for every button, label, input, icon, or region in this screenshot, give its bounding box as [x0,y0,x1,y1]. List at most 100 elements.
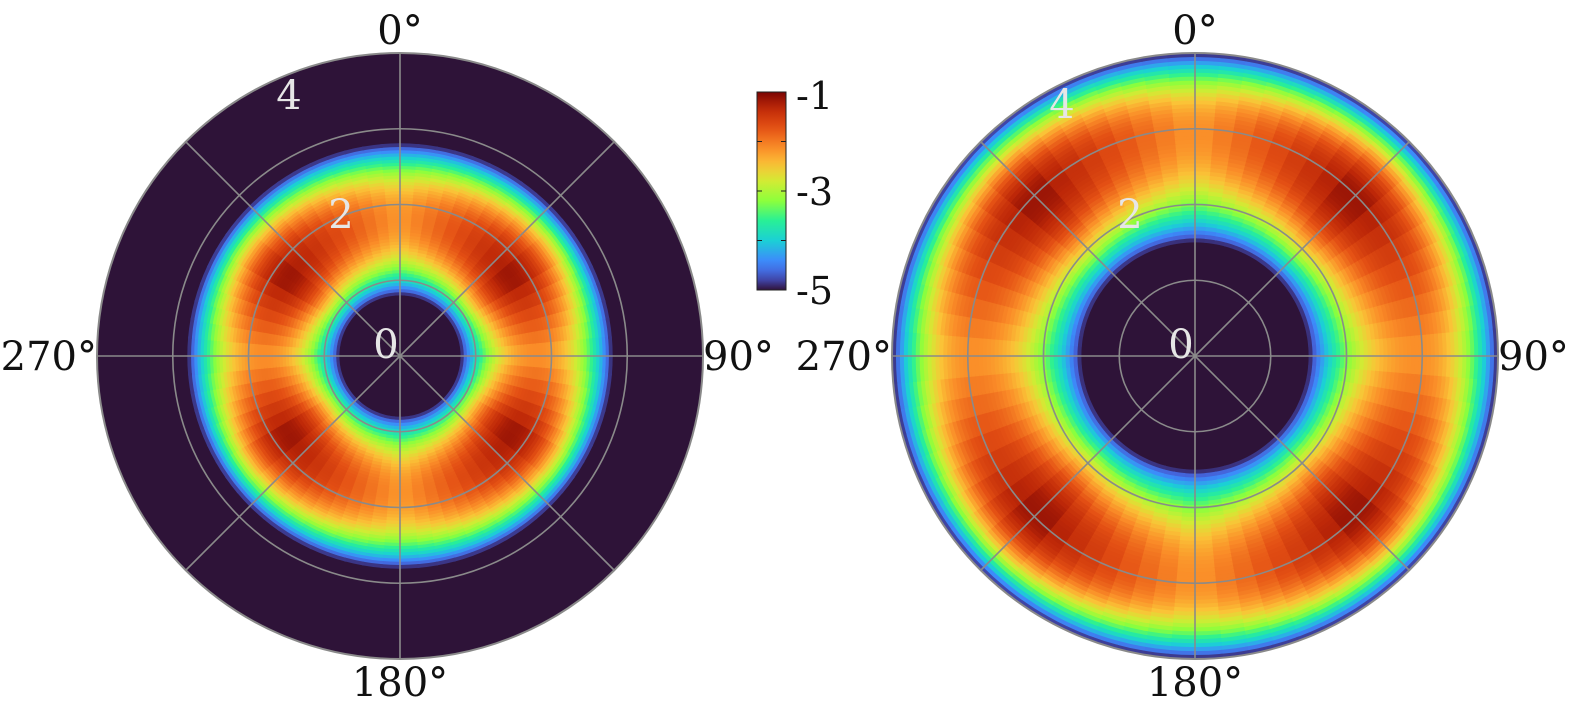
heatmap-cell [548,411,559,429]
heatmap-cell [331,449,344,459]
heatmap-cell [1251,192,1270,204]
heatmap-cell [557,242,572,261]
heatmap-cell [1088,427,1100,441]
heatmap-cell [1249,501,1266,512]
heatmap-cell [513,375,520,388]
heatmap-cell [1361,309,1370,327]
heatmap-cell [1224,522,1242,531]
heatmap-cell [295,198,313,212]
heatmap-cell [322,375,329,384]
heatmap-cell [246,481,262,499]
heatmap-cell [1342,314,1351,331]
heatmap-cell [1242,169,1262,180]
heatmap-cell [329,266,341,277]
heatmap-cell [362,251,374,258]
heatmap-cell [1313,463,1329,480]
heatmap-cell [477,287,487,299]
heatmap-cell [1161,473,1175,481]
heatmap-cell [445,479,460,488]
heatmap-cell [366,475,380,482]
heatmap-cell [526,264,539,280]
heatmap-cell [1264,229,1280,241]
heatmap-cell [325,510,343,521]
heatmap-cell [1108,438,1120,450]
heatmap-cell [372,295,380,302]
heatmap-cell [1354,383,1363,401]
heatmap-cell [1042,408,1054,426]
heatmap-cell [333,431,344,441]
heatmap-cell [527,390,536,405]
heatmap-cell [1358,416,1370,436]
heatmap-cell [368,236,381,243]
heatmap-cell [386,212,401,218]
heatmap-cell [434,149,456,158]
heatmap-cell [295,530,316,544]
heatmap-cell [424,211,439,219]
heatmap-cell [1101,512,1120,525]
heatmap-cell [364,413,373,421]
heatmap-cell [1035,411,1046,429]
heatmap-cell [319,522,339,533]
heatmap-cell [580,305,588,325]
heatmap-cell [1380,388,1390,408]
heatmap-cell [348,426,358,434]
heatmap-cell [294,414,305,427]
heatmap-cell [493,287,503,300]
heatmap-cell [350,456,363,465]
heatmap-cell [1272,259,1285,271]
heatmap-cell [1339,251,1353,269]
heatmap-cell [1098,266,1110,279]
heatmap-cell [344,202,361,211]
heatmap-cell [1267,435,1279,447]
heatmap-cell [399,454,410,459]
heatmap-cell [1115,464,1129,476]
heatmap-cell [1351,280,1362,298]
heatmap-cell [428,186,446,195]
heatmap-cell [461,179,481,190]
heatmap-cell [293,327,299,339]
heatmap-cell [270,236,285,251]
heatmap-cell [360,297,369,304]
heatmap-cell [1122,246,1135,257]
heatmap-cell [298,299,307,311]
heatmap-cell [326,456,339,467]
heatmap-cell [524,227,540,243]
heatmap-cell [1257,243,1271,254]
heatmap-cell [322,239,336,250]
heatmap-cell [435,274,446,282]
heatmap-cell [1264,252,1277,264]
heatmap-cell [292,403,302,416]
heatmap-cell [293,195,311,209]
heatmap-cell [1024,310,1033,328]
heatmap-cell [236,489,254,508]
heatmap-cell [262,489,279,506]
heatmap-cell [1055,227,1071,244]
heatmap-cell [1076,290,1087,304]
heatmap-cell [1338,231,1354,249]
heatmap-cell [1058,447,1073,464]
heatmap-cell [305,281,316,293]
heatmap-cell [464,287,474,298]
heatmap-cell [289,190,308,204]
heatmap-cell [381,152,402,158]
heatmap-cell [476,514,495,527]
heatmap-cell [537,458,552,476]
heatmap-cell [335,428,346,438]
heatmap-cell [322,462,336,473]
heatmap-cell [479,462,493,474]
heatmap-cell [415,166,435,173]
heatmap-cell [1042,394,1052,411]
heatmap-cell [253,197,271,214]
heatmap-cell [293,458,307,472]
heatmap-cell [546,381,554,398]
heatmap-cell [1340,268,1353,286]
heatmap-cell [346,275,356,284]
heatmap-cell [1224,466,1238,475]
heatmap-cell [1146,530,1165,539]
heatmap-cell [222,339,227,357]
heatmap-cell [467,396,476,406]
heatmap-cell [554,397,563,415]
heatmap-cell [427,193,444,201]
heatmap-cell [476,393,485,403]
heatmap-cell [206,371,214,391]
